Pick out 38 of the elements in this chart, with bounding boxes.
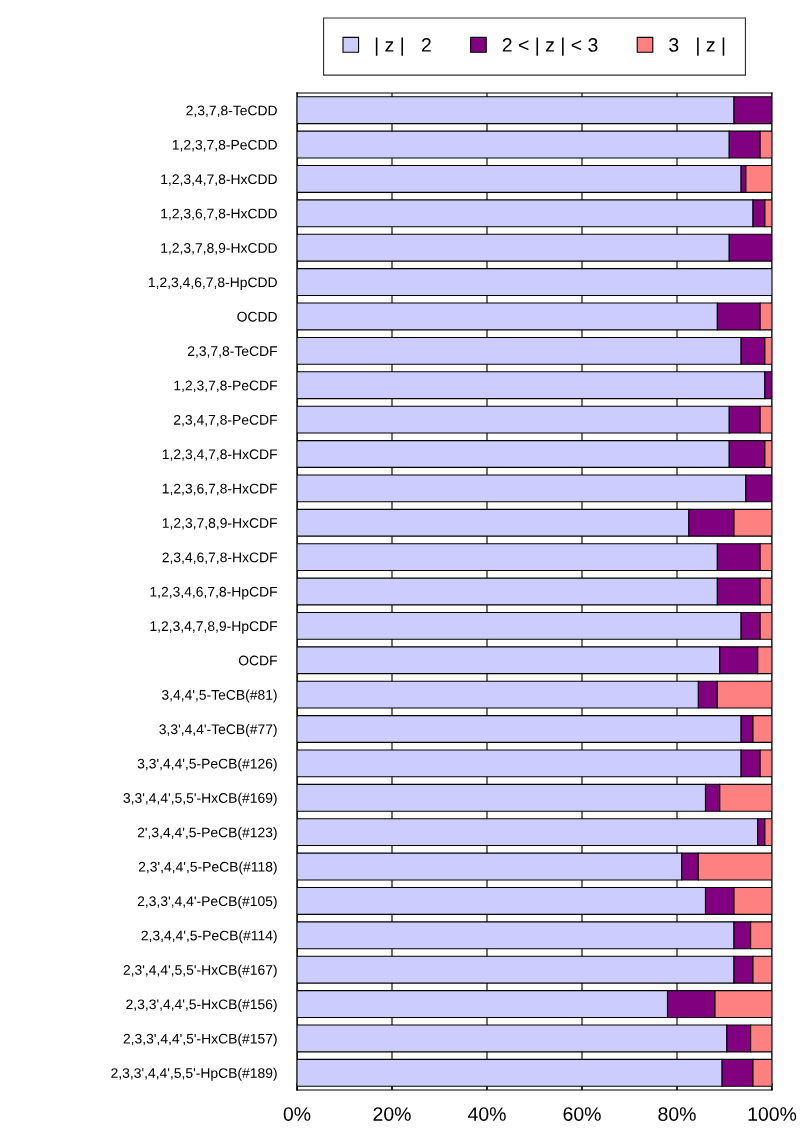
y-tick-label: 2,3',4,4',5-PeCB(#118) bbox=[138, 861, 277, 875]
x-tick-label: 60% bbox=[563, 1107, 601, 1121]
y-tick-label: 1,2,3,7,8,9-HxCDD bbox=[161, 243, 277, 255]
y-tick-label: 2,3,3',4,4',5-HxCB(#156) bbox=[126, 999, 277, 1012]
y-tick-label: 2,3,7,8-TeCDD bbox=[186, 105, 277, 117]
y-tick-label: 3,4,4',5-TeCB(#81) bbox=[161, 689, 277, 703]
legend-label: 2 < | z | < 3 bbox=[502, 37, 598, 56]
y-tick-label: 2,3,7,8-TeCDF bbox=[187, 346, 278, 358]
y-tick-label: 1,2,3,7,8-PeCDF bbox=[174, 380, 278, 393]
y-tick-label: 2,3,4,6,7,8-HxCDF bbox=[162, 552, 278, 564]
y-tick-label: 1,2,3,7,8-PeCDD bbox=[172, 139, 277, 152]
y-tick-label: 2,3,4,4',5-PeCB(#114) bbox=[141, 930, 277, 944]
y-tick-label: 1,2,3,4,7,8-HxCDD bbox=[161, 174, 277, 186]
y-tick-label: 1,2,3,4,6,7,8-HpCDD bbox=[148, 277, 277, 290]
x-tick-label: 40% bbox=[467, 1107, 506, 1121]
y-tick-label: 3,3',4,4',5,5'-HxCB(#169) bbox=[123, 792, 277, 806]
x-tick-label: 80% bbox=[658, 1107, 696, 1121]
y-tick-label: 1,2,3,7,8,9-HxCDF bbox=[162, 518, 278, 530]
y-tick-label: 2,3',4,4',5,5'-HxCB(#167) bbox=[123, 964, 277, 978]
legend-label: | z | 2 bbox=[375, 37, 431, 56]
y-tick-label: 3,3',4,4'-TeCB(#77) bbox=[159, 723, 277, 737]
x-tick-label: 100% bbox=[748, 1107, 797, 1121]
y-tick-label: 1,2,3,4,6,7,8-HpCDF bbox=[150, 586, 278, 600]
x-tick-label: 20% bbox=[373, 1107, 411, 1121]
y-tick-label: 1,2,3,4,7,8-HxCDF bbox=[162, 449, 278, 461]
y-tick-label: 2,3,3',4,4'-PeCB(#105) bbox=[137, 895, 277, 909]
y-tick-label: 1,2,3,6,7,8-HxCDD bbox=[161, 208, 277, 221]
y-tick-label: 2',3,4,4',5-PeCB(#123) bbox=[137, 827, 277, 841]
y-tick-label: 1,2,3,6,7,8-HxCDF bbox=[162, 483, 278, 496]
x-tick-label: 0% bbox=[283, 1107, 311, 1121]
y-tick-label: 1,2,3,4,7,8,9-HpCDF bbox=[150, 621, 278, 634]
legend-label: 3 | z | bbox=[669, 37, 725, 56]
y-tick-label: 3,3',4,4',5-PeCB(#126) bbox=[137, 758, 277, 772]
y-tick-label: 2,3,4,7,8-PeCDF bbox=[174, 414, 278, 427]
y-tick-label: OCDF bbox=[238, 655, 277, 666]
y-tick-label: OCDD bbox=[237, 311, 277, 322]
y-tick-label: 2,3,3',4,4',5'-HxCB(#157) bbox=[123, 1033, 277, 1047]
y-tick-label: 2,3,3',4,4',5,5'-HpCB(#189) bbox=[111, 1067, 277, 1081]
